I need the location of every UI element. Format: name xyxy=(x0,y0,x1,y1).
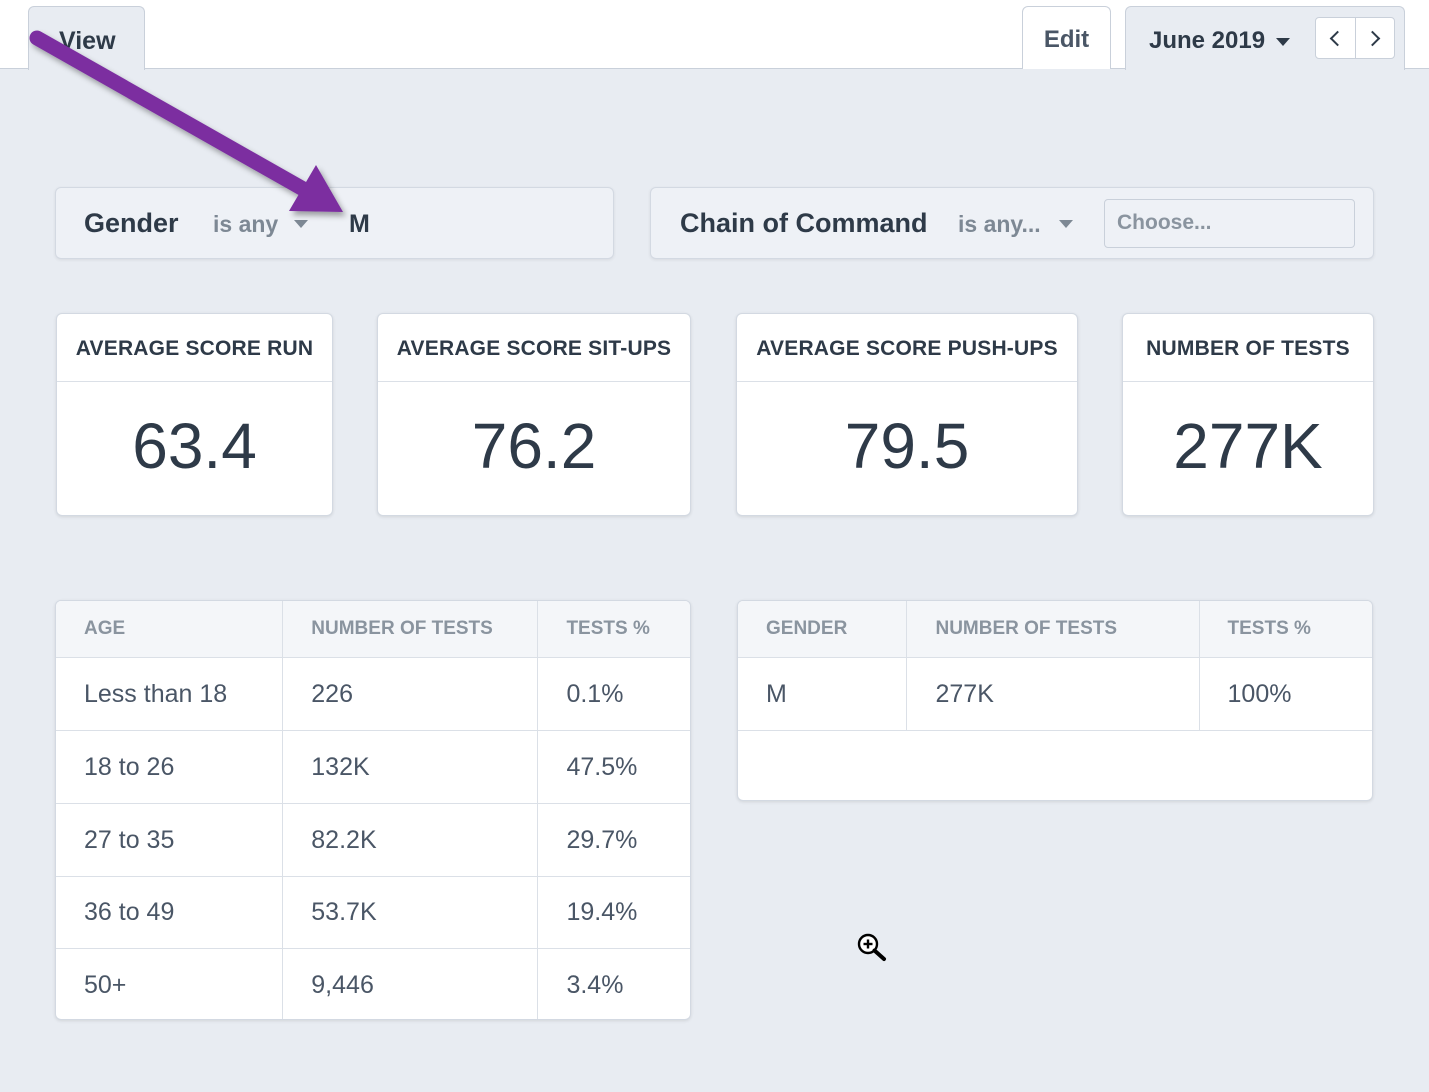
age-table: AGE NUMBER OF TESTS TESTS % Less than 18… xyxy=(55,600,691,1020)
table-cell: 132K xyxy=(283,731,539,803)
column-header[interactable]: TESTS % xyxy=(1227,618,1311,639)
table-cell: 50+ xyxy=(56,949,284,1019)
table-cell: 3.4% xyxy=(566,970,624,999)
table-row: 36 to 49 53.7K 19.4% xyxy=(56,877,690,949)
filter-name: Gender xyxy=(84,208,179,238)
table-cell: 277K xyxy=(907,658,1200,730)
kpi-label: NUMBER OF TESTS xyxy=(1123,314,1373,382)
table-cell: 18 to 26 xyxy=(56,731,284,803)
table-cell: 53.7K xyxy=(283,877,539,948)
filter-operator[interactable]: is any xyxy=(213,211,279,237)
table-cell: 0.1% xyxy=(566,679,624,708)
kpi-value: 63.4 xyxy=(132,409,257,482)
table-cell: 226 xyxy=(283,658,539,730)
date-nav-group xyxy=(1315,17,1395,59)
edit-button[interactable]: Edit xyxy=(1022,6,1111,69)
column-header[interactable]: GENDER xyxy=(738,601,908,657)
filter-value[interactable]: M xyxy=(349,210,370,238)
chevron-down-icon[interactable] xyxy=(294,220,308,228)
table-header-row: GENDER NUMBER OF TESTS TESTS % xyxy=(738,601,1372,658)
kpi-label: AVERAGE SCORE RUN xyxy=(57,314,332,382)
table-cell: 82.2K xyxy=(283,804,539,876)
table-cell: 47.5% xyxy=(566,752,638,781)
table-row: 50+ 9,446 3.4% xyxy=(56,949,690,1019)
kpi-value: 79.5 xyxy=(844,409,970,482)
filter-operator[interactable]: is any... xyxy=(958,211,1041,237)
date-label[interactable]: June 2019 xyxy=(1149,27,1266,54)
column-header[interactable]: NUMBER OF TESTS xyxy=(283,601,539,657)
kpi-card-situps: AVERAGE SCORE SIT-UPS 76.2 xyxy=(377,313,691,516)
table-cell: 100% xyxy=(1227,679,1292,708)
column-header[interactable]: AGE xyxy=(56,601,284,657)
kpi-label: AVERAGE SCORE PUSH-UPS xyxy=(737,314,1077,382)
table-cell: 27 to 35 xyxy=(56,804,284,876)
kpi-value: 277K xyxy=(1173,409,1323,482)
table-row: 27 to 35 82.2K 29.7% xyxy=(56,804,690,877)
zoom-in-cursor-icon xyxy=(857,933,886,961)
table-header-row: AGE NUMBER OF TESTS TESTS % xyxy=(56,601,690,658)
table-cell: 9,446 xyxy=(283,949,539,1019)
table-cell: 29.7% xyxy=(566,825,638,854)
chain-of-command-input[interactable]: Choose... xyxy=(1104,199,1355,248)
table-cell: Less than 18 xyxy=(56,658,284,730)
table-row: Less than 18 226 0.1% xyxy=(56,658,690,731)
chain-of-command-filter[interactable]: Chain of Command is any... Choose... xyxy=(650,187,1374,259)
gender-table: GENDER NUMBER OF TESTS TESTS % M 277K 10… xyxy=(737,600,1373,801)
kpi-label: AVERAGE SCORE SIT-UPS xyxy=(378,314,690,382)
kpi-card-run: AVERAGE SCORE RUN 63.4 xyxy=(56,313,333,516)
date-selector[interactable]: June 2019 xyxy=(1125,6,1405,70)
table-cell: 36 to 49 xyxy=(56,877,284,948)
table-row: M 277K 100% xyxy=(738,658,1372,731)
next-month-button[interactable] xyxy=(1354,18,1394,58)
column-header[interactable]: NUMBER OF TESTS xyxy=(907,601,1200,657)
chevron-down-icon[interactable] xyxy=(1276,38,1290,46)
kpi-value: 76.2 xyxy=(471,409,597,482)
kpi-card-pushups: AVERAGE SCORE PUSH-UPS 79.5 xyxy=(736,313,1078,516)
table-cell: 19.4% xyxy=(566,898,638,926)
table-row: 18 to 26 132K 47.5% xyxy=(56,731,690,804)
filter-name: Chain of Command xyxy=(680,208,928,238)
kpi-card-tests: NUMBER OF TESTS 277K xyxy=(1122,313,1374,516)
chevron-down-icon[interactable] xyxy=(1059,220,1073,228)
table-cell: M xyxy=(738,658,908,730)
column-header[interactable]: TESTS % xyxy=(566,618,650,639)
